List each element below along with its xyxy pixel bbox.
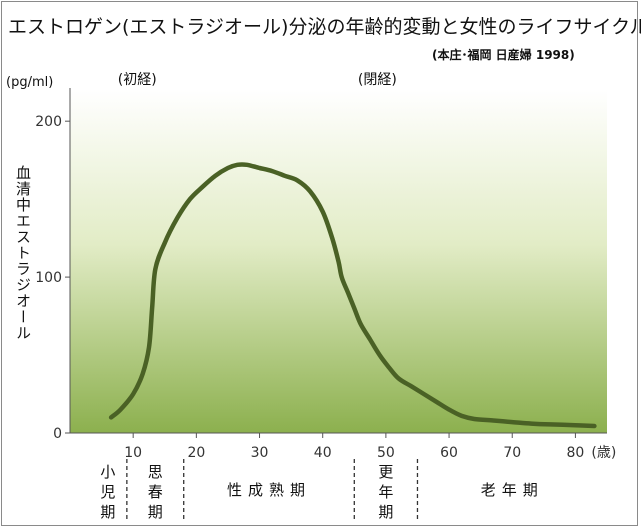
estradiol-line [108, 162, 597, 429]
stage-label-char: 更 [378, 463, 393, 481]
stage-label-char: 児 [100, 483, 115, 501]
stage-label: 老年期 [481, 481, 544, 499]
y-tick-label: 200 [35, 114, 62, 130]
y-axis-label: 血清中エストラジオール [14, 165, 32, 341]
x-tick-label: 80 [566, 445, 584, 461]
y-axis-unit: (pg/ml) [6, 75, 54, 90]
chart-title: エストロゲン(エストラジオール)分泌の年齢的変動と女性のライフサイクル [8, 16, 641, 38]
annotation-menopause: (閉経) [357, 72, 397, 88]
x-tick-label: 70 [503, 445, 521, 461]
stage-label-char: 小 [100, 463, 115, 481]
x-tick-label: 20 [187, 445, 205, 461]
y-tick-label: 0 [53, 426, 62, 442]
stage-label-char: 年 [378, 483, 393, 501]
x-tick-label: 60 [440, 445, 458, 461]
annotation-menarche: (初経) [117, 72, 157, 88]
x-tick-label: 40 [314, 445, 332, 461]
y-tick-label: 100 [35, 270, 62, 286]
stage-label-char: 春 [148, 483, 163, 501]
x-tick-label: 30 [251, 445, 269, 461]
stage-label-char: 期 [100, 503, 115, 521]
x-tick-label: 50 [377, 445, 395, 461]
stage-label: 性成熟期 [227, 481, 311, 499]
x-tick-label: 10 [124, 445, 142, 461]
chart-source: (本庄･福岡 日産婦 1998) [432, 48, 575, 62]
stage-label-char: 思 [148, 463, 163, 481]
stage-label-char: 期 [378, 503, 393, 521]
stage-label-char: 期 [148, 503, 163, 521]
x-axis-unit: (歳) [591, 445, 616, 461]
